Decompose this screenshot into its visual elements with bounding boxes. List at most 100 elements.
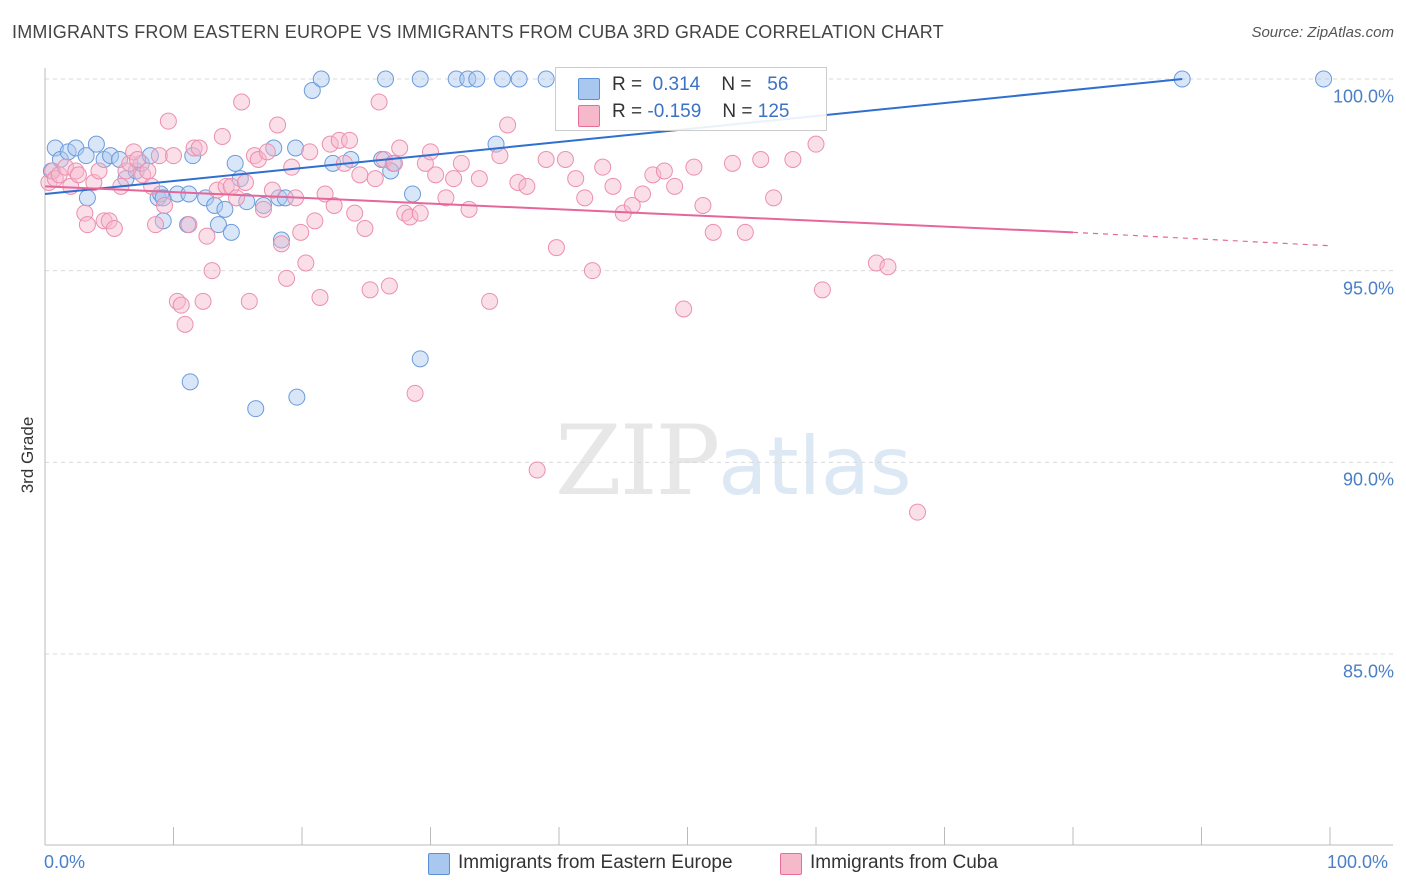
point-cuba	[185, 139, 203, 157]
point-cuba	[147, 216, 165, 234]
point-cuba	[470, 170, 488, 188]
point-cuba	[427, 166, 445, 184]
legend-swatch-pink	[578, 105, 600, 127]
point-cuba	[236, 174, 254, 191]
point-eastern-europe	[1315, 70, 1333, 88]
point-cuba	[325, 197, 343, 214]
x-tick-label-max: 100.0%	[1327, 852, 1389, 872]
point-cuba	[356, 220, 374, 237]
point-eastern-europe	[247, 400, 265, 418]
point-eastern-europe	[493, 70, 511, 88]
point-cuba	[172, 296, 190, 314]
point-eastern-europe	[222, 223, 240, 241]
legend-swatch-blue	[578, 78, 600, 100]
point-cuba	[422, 143, 439, 161]
point-cuba	[240, 292, 258, 310]
point-cuba	[704, 223, 722, 241]
point-cuba	[117, 162, 135, 180]
point-cuba	[481, 292, 499, 310]
point-eastern-europe	[411, 70, 429, 88]
point-cuba	[401, 208, 419, 226]
point-eastern-europe	[78, 189, 96, 207]
point-cuba	[460, 200, 478, 218]
point-cuba	[547, 239, 565, 257]
point-eastern-europe	[87, 135, 105, 153]
point-cuba	[723, 154, 741, 172]
point-cuba	[78, 216, 96, 234]
r-label: R =	[612, 101, 643, 122]
point-cuba	[105, 220, 123, 237]
point-cuba	[125, 143, 143, 161]
point-cuba	[604, 177, 622, 195]
point-cuba	[269, 116, 287, 134]
point-eastern-europe	[459, 70, 477, 88]
point-cuba	[165, 147, 182, 165]
point-cuba	[283, 158, 301, 176]
point-cuba	[685, 158, 703, 176]
point-cuba	[297, 254, 315, 272]
point-cuba	[301, 143, 319, 161]
point-cuba	[159, 112, 177, 130]
point-cuba	[306, 212, 324, 230]
point-eastern-europe	[303, 82, 321, 99]
chart-title: IMMIGRANTS FROM EASTERN EUROPE VS IMMIGR…	[12, 22, 944, 42]
point-cuba	[263, 181, 281, 199]
point-cuba	[634, 185, 652, 203]
point-eastern-europe	[226, 154, 244, 172]
point-cuba	[765, 189, 783, 207]
y-tick-label: 90.0%	[1342, 469, 1394, 490]
point-eastern-europe	[537, 70, 555, 88]
point-cuba	[567, 170, 585, 188]
point-cuba	[909, 503, 927, 521]
point-eastern-europe	[154, 212, 172, 230]
watermark: ZIPatlas	[555, 405, 912, 517]
data-points	[40, 70, 1333, 521]
watermark-atlas: atlas	[718, 420, 912, 513]
point-eastern-europe	[404, 185, 422, 203]
point-cuba	[311, 289, 329, 306]
point-cuba	[594, 158, 612, 176]
point-cuba	[576, 189, 594, 207]
r-value: 0.314	[652, 74, 701, 95]
point-cuba	[278, 269, 296, 287]
point-cuba	[57, 158, 75, 176]
point-cuba	[213, 128, 231, 145]
r-value: -0.159	[647, 101, 702, 122]
point-cuba	[736, 223, 754, 241]
point-cuba	[655, 162, 673, 180]
point-cuba	[203, 262, 221, 280]
point-cuba	[351, 166, 369, 184]
trend-line-eastern-europe	[44, 78, 1183, 195]
point-cuba	[254, 200, 272, 218]
point-eastern-europe	[468, 70, 486, 88]
point-cuba	[752, 151, 770, 168]
point-cuba	[879, 258, 897, 276]
point-eastern-europe	[312, 70, 330, 88]
point-cuba	[129, 151, 147, 168]
point-eastern-europe	[510, 70, 528, 88]
r-label: R =	[612, 74, 643, 95]
point-cuba	[198, 227, 216, 245]
y-tick-label: 85.0%	[1342, 661, 1394, 682]
grid-lines	[45, 78, 1393, 655]
point-cuba	[292, 223, 310, 241]
stats-legend: R = 0.314 N = 56 R = -0.159 N = 125	[555, 67, 827, 131]
source-label: Source: ZipAtlas.com	[1251, 24, 1394, 41]
point-cuba	[537, 151, 555, 168]
point-cuba	[518, 177, 536, 195]
point-cuba	[370, 93, 388, 111]
point-cuba	[411, 204, 429, 222]
point-eastern-europe	[209, 216, 227, 234]
point-cuba	[341, 131, 359, 149]
y-tick-label: 100.0%	[1332, 86, 1394, 107]
point-eastern-europe	[288, 388, 306, 406]
point-eastern-europe	[168, 185, 186, 203]
point-cuba	[272, 235, 290, 253]
legend-label: Immigrants from Cuba	[810, 852, 998, 873]
legend-swatch-pink	[780, 853, 802, 875]
legend-label: Immigrants from Eastern Europe	[458, 852, 733, 873]
point-cuba	[258, 143, 276, 161]
point-cuba	[366, 170, 384, 188]
point-cuba	[784, 151, 802, 168]
